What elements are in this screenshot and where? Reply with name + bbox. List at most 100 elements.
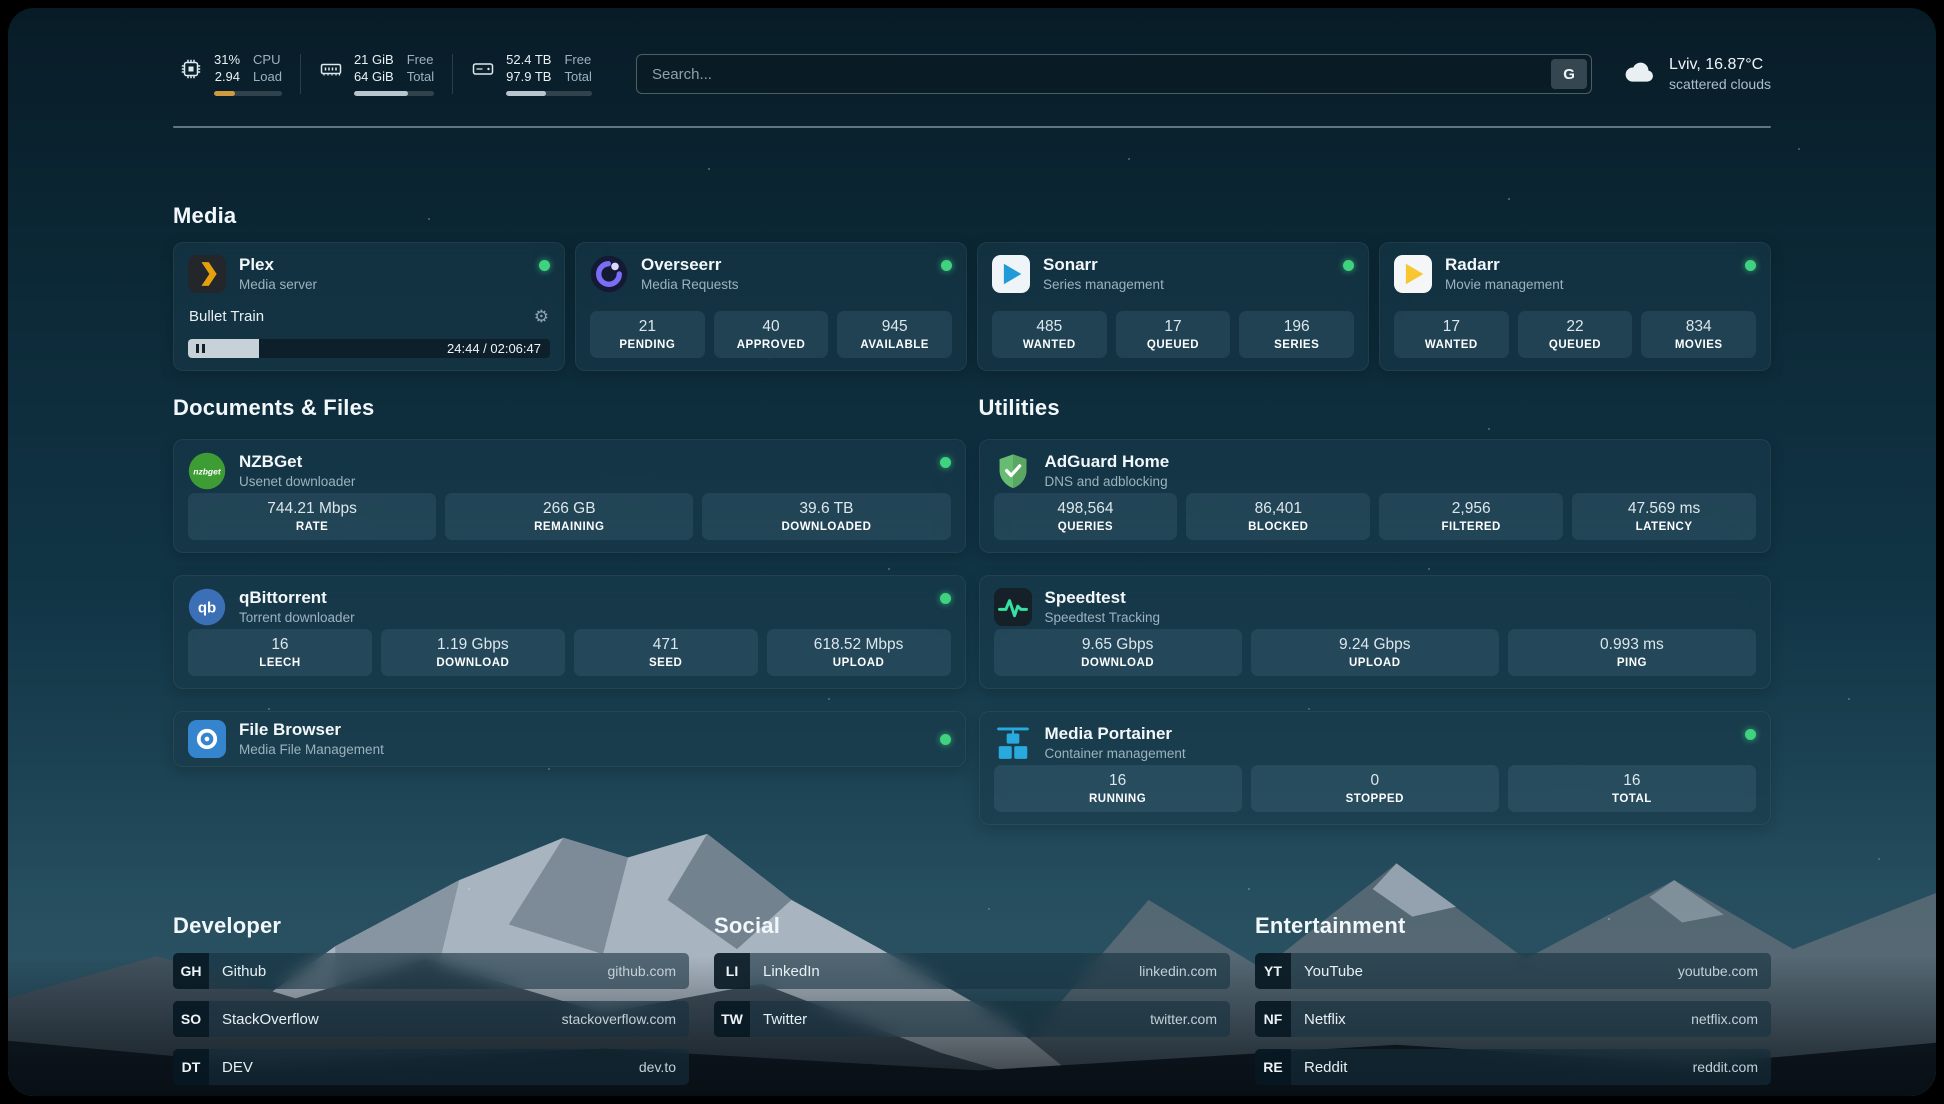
service-name: NZBGet (239, 452, 303, 472)
monitor-divider (452, 54, 454, 94)
service-card-filebrowser[interactable]: File Browser Media File Management (173, 711, 966, 767)
bookmark-github[interactable]: GH Github github.com (173, 953, 689, 989)
linkedin-badge: LI (714, 953, 750, 989)
bookmark-name: Twitter (763, 1010, 808, 1028)
disk-total-value: 97.9 TB (506, 69, 552, 84)
stat-label: MOVIES (1674, 339, 1723, 351)
speedtest-icon (993, 588, 1032, 626)
status-indicator (1745, 260, 1756, 271)
bookmark-url: github.com (607, 963, 676, 979)
weather-condition: scattered clouds (1669, 76, 1771, 92)
disk-progress-track (506, 90, 592, 96)
bookmark-netflix[interactable]: NF Netflix netflix.com (1255, 1001, 1771, 1037)
netflix-badge: NF (1255, 1001, 1291, 1037)
pause-icon[interactable] (196, 344, 205, 353)
stat-label: TOTAL (1612, 793, 1652, 805)
stat-label: UPLOAD (832, 657, 885, 669)
service-name: AdGuard Home (1044, 452, 1170, 472)
stat-label: SEED (649, 657, 683, 669)
filebrowser-icon (188, 720, 226, 758)
stat-queued: 22 QUEUED (1517, 311, 1633, 358)
section-media: Media Plex Media server (173, 202, 1771, 371)
memory-monitor: 21 GiB 64 GiB Free Total (301, 52, 452, 96)
plex-icon (188, 255, 226, 293)
service-card-adguard[interactable]: AdGuard Home DNS and adblocking 498,564 … (978, 439, 1771, 553)
sonarr-icon (992, 255, 1030, 293)
status-indicator (539, 260, 550, 271)
bookmark-name: StackOverflow (222, 1010, 319, 1028)
stat-label: DOWNLOAD (1081, 657, 1155, 669)
stat-value: 39.6 TB (799, 500, 854, 517)
stat-approved: 40 APPROVED (713, 311, 829, 358)
settings-gear-icon[interactable]: ⚙ (533, 306, 549, 326)
stat-filtered: 2,956 FILTERED (1379, 493, 1564, 540)
system-monitors: 31% 2.94 CPU Load (173, 52, 610, 96)
stat-leech: 16 LEECH (188, 629, 372, 676)
stat-download: 9.65 Gbps DOWNLOAD (993, 629, 1242, 676)
service-card-radarr[interactable]: Radarr Movie management 17 WANTED 22 QUE… (1379, 242, 1771, 371)
stat-queued: 17 QUEUED (1115, 311, 1231, 358)
service-description: Usenet downloader (239, 473, 356, 489)
service-card-plex[interactable]: Plex Media server Bullet Train ⚙ 24:44 /… (173, 242, 565, 371)
stat-label: WANTED (1022, 339, 1076, 351)
header-divider (173, 126, 1771, 128)
stat-label: APPROVED (736, 339, 806, 351)
stat-seed: 471 SEED (573, 629, 758, 676)
status-indicator (941, 260, 952, 271)
stat-value: 47.569 ms (1627, 500, 1701, 517)
bookmark-stackoverflow[interactable]: SO StackOverflow stackoverflow.com (173, 1001, 689, 1037)
service-card-speedtest[interactable]: Speedtest Speedtest Tracking 9.65 Gbps D… (978, 575, 1771, 689)
service-card-qbittorrent[interactable]: qb qBittorrent Torrent downloader 16 LEE… (173, 575, 966, 689)
service-name: Media Portainer (1044, 724, 1173, 744)
service-description: Container management (1044, 745, 1186, 761)
bookmark-reddit[interactable]: RE Reddit reddit.com (1255, 1049, 1771, 1085)
dev-badge: DT (173, 1049, 209, 1085)
search-input[interactable] (635, 54, 1593, 94)
bookmark-youtube[interactable]: YT YouTube youtube.com (1255, 953, 1771, 989)
bookmark-url: netflix.com (1691, 1011, 1758, 1027)
monitor-divider (299, 54, 301, 94)
twitter-badge: TW (714, 1001, 750, 1037)
bookmark-twitter[interactable]: TW Twitter twitter.com (714, 1001, 1230, 1037)
status-indicator (1745, 729, 1756, 740)
section-title-social: Social (714, 913, 781, 938)
cpu-load-value: 2.94 (214, 69, 241, 84)
section-title-developer: Developer (173, 913, 282, 938)
disk-total-label: Total (564, 69, 592, 84)
stat-blocked: 86,401 BLOCKED (1186, 493, 1371, 540)
bookmark-name: DEV (222, 1058, 253, 1076)
service-description: DNS and adblocking (1044, 473, 1168, 489)
stat-value: 9.65 Gbps (1081, 636, 1154, 653)
cpu-progress-fill (214, 90, 236, 96)
stat-stopped: 0 STOPPED (1250, 765, 1499, 812)
stat-value: 0 (1370, 772, 1380, 789)
service-description: Media server (239, 276, 318, 292)
github-badge: GH (173, 953, 209, 989)
playback-progress-bar[interactable]: 24:44 / 02:06:47 (188, 339, 550, 358)
portainer-icon (994, 724, 1032, 762)
bookmark-name: LinkedIn (763, 962, 820, 980)
bookmark-dev[interactable]: DT DEV dev.to (173, 1049, 689, 1085)
service-description: Speedtest Tracking (1044, 609, 1161, 625)
status-indicator (939, 457, 951, 468)
memory-progress-fill (353, 90, 408, 96)
service-card-nzbget[interactable]: nzbget NZBGet Usenet downloader 744.21 M… (173, 439, 966, 553)
top-bar: 31% 2.94 CPU Load (173, 42, 1771, 106)
bookmark-linkedin[interactable]: LI LinkedIn linkedin.com (714, 953, 1230, 989)
stat-label: WANTED (1424, 339, 1478, 351)
stat-value: 196 (1283, 318, 1310, 335)
bookmark-name: YouTube (1304, 962, 1363, 980)
svg-text:nzbget: nzbget (193, 466, 222, 476)
stat-label: UPLOAD (1348, 657, 1401, 669)
service-card-portainer[interactable]: Media Portainer Container management 16 … (978, 711, 1771, 825)
section-title-documents: Documents & Files (173, 395, 375, 420)
status-indicator (939, 733, 951, 745)
service-card-overseerr[interactable]: Overseerr Media Requests 21 PENDING 40 A… (575, 242, 967, 371)
service-description: Torrent downloader (239, 609, 355, 625)
service-name: Sonarr (1043, 255, 1098, 275)
search-engine-button[interactable]: G (1551, 59, 1588, 89)
search-bar: G (635, 54, 1593, 94)
stat-value: 744.21 Mbps (267, 500, 357, 517)
service-card-sonarr[interactable]: Sonarr Series management 485 WANTED 17 Q… (977, 242, 1369, 371)
bookmark-url: twitter.com (1150, 1011, 1217, 1027)
